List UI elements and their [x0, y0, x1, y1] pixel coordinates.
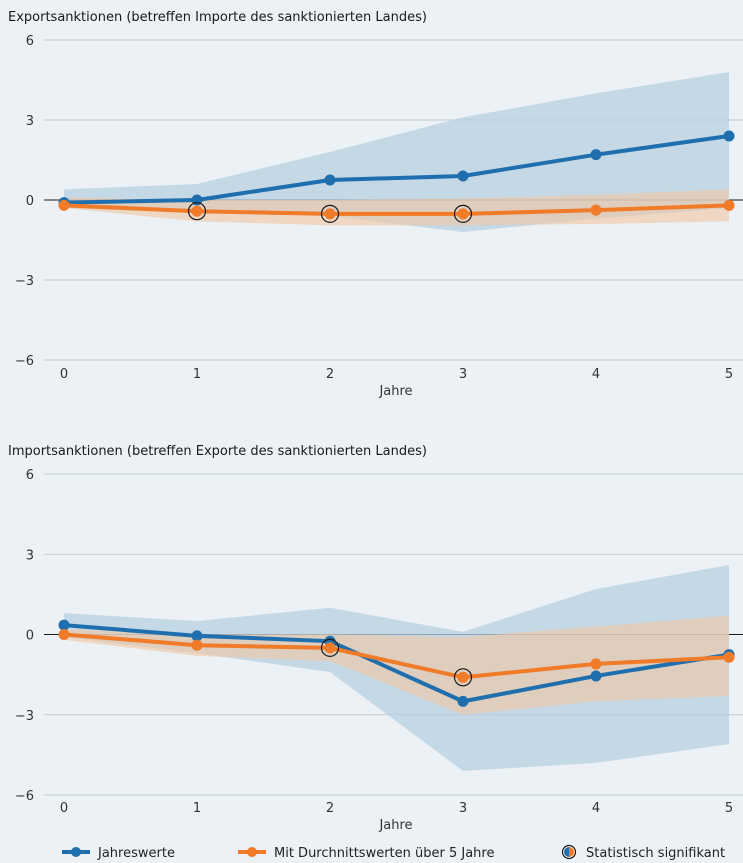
data-point-durchschnitt: [58, 629, 70, 640]
y-tick-label: 6: [26, 468, 34, 483]
legend-item-durchschnitt: Mit Durchnittswerten über 5 Jahre: [238, 846, 494, 861]
x-axis-title: Jahre: [378, 818, 412, 833]
series-line-jahreswerte: [63, 134, 730, 205]
significance-ring: [187, 202, 207, 221]
series-line-jahreswerte: [63, 623, 730, 704]
legend: Jahreswerte Mit Durchnittswerten über 5 …: [62, 844, 725, 861]
x-tick-label: 3: [459, 367, 467, 382]
significance-ring: [453, 668, 473, 687]
confidence-band-jahreswerte: [64, 72, 729, 232]
x-tick-label: 0: [60, 367, 68, 382]
panel-title-import-sanctions: Importsanktionen (betreffen Exporte des …: [8, 444, 427, 459]
x-tick-label: 3: [459, 801, 467, 816]
series-line-durchschnitt: [63, 203, 730, 216]
y-tick-label: 6: [26, 34, 34, 49]
legend-orange-marker: [247, 847, 257, 857]
x-tick-label: 4: [592, 367, 600, 382]
data-point-durchschnitt: [191, 639, 203, 651]
x-tick-label: 2: [326, 801, 334, 816]
legend-item-jahreswerte: Jahreswerte: [62, 846, 175, 861]
data-point-jahreswerte: [590, 670, 602, 682]
x-tick-label: 4: [592, 801, 600, 816]
data-point-durchschnitt: [191, 205, 203, 217]
significance-ring: [320, 638, 340, 657]
data-point-durchschnitt: [590, 658, 602, 670]
significance-ring-icon: [561, 844, 577, 860]
import-sanctions-panel: Importsanktionen (betreffen Exporte des …: [8, 444, 743, 833]
data-point-durchschnitt: [324, 208, 336, 220]
y-tick-label: −3: [15, 709, 34, 724]
x-axis-title: Jahre: [378, 384, 412, 399]
confidence-band-durchschnitt: [64, 615, 729, 715]
data-point-jahreswerte: [457, 170, 469, 182]
data-point-durchschnitt: [324, 642, 336, 654]
y-tick-label: −6: [15, 789, 34, 804]
data-point-durchschnitt: [723, 199, 735, 211]
data-point-durchschnitt: [58, 199, 70, 211]
data-point-jahreswerte: [590, 149, 602, 161]
legend-label-signifikant: Statistisch signifikant: [586, 846, 725, 861]
data-point-durchschnitt: [457, 208, 469, 220]
data-point-jahreswerte: [457, 695, 469, 707]
series-line-durchschnitt: [63, 632, 730, 680]
y-tick-label: 3: [26, 548, 34, 563]
data-point-jahreswerte: [324, 174, 336, 186]
y-tick-label: 0: [26, 629, 34, 644]
data-point-durchschnitt: [590, 204, 602, 216]
significance-half-orange: [569, 847, 574, 857]
x-tick-label: 1: [193, 801, 201, 816]
y-tick-label: 3: [26, 114, 34, 129]
export-sanctions-panel: Exportsanktionen (betreffen Importe des …: [8, 10, 743, 399]
x-tick-label: 2: [326, 367, 334, 382]
x-tick-label: 1: [193, 367, 201, 382]
legend-label-durchschnitt: Mit Durchnittswerten über 5 Jahre: [274, 846, 494, 861]
y-tick-label: 0: [26, 194, 34, 209]
panel-title-export-sanctions: Exportsanktionen (betreffen Importe des …: [8, 10, 427, 25]
data-point-jahreswerte: [58, 619, 70, 631]
data-point-durchschnitt: [723, 651, 735, 663]
legend-blue-marker: [71, 847, 81, 857]
y-tick-label: −6: [15, 354, 34, 369]
x-tick-label: 0: [60, 801, 68, 816]
data-point-jahreswerte: [191, 630, 203, 642]
x-tick-label: 5: [725, 801, 733, 816]
data-point-durchschnitt: [457, 671, 469, 683]
significance-ring: [320, 204, 340, 223]
data-point-jahreswerte: [723, 130, 735, 142]
y-tick-label: −3: [15, 274, 34, 289]
legend-item-signifikant: Statistisch signifikant: [561, 844, 725, 861]
x-tick-label: 5: [725, 367, 733, 382]
significance-ring: [453, 204, 473, 223]
significance-half-blue: [564, 847, 569, 857]
confidence-band-durchschnitt: [64, 189, 729, 226]
legend-label-jahreswerte: Jahreswerte: [97, 846, 175, 861]
